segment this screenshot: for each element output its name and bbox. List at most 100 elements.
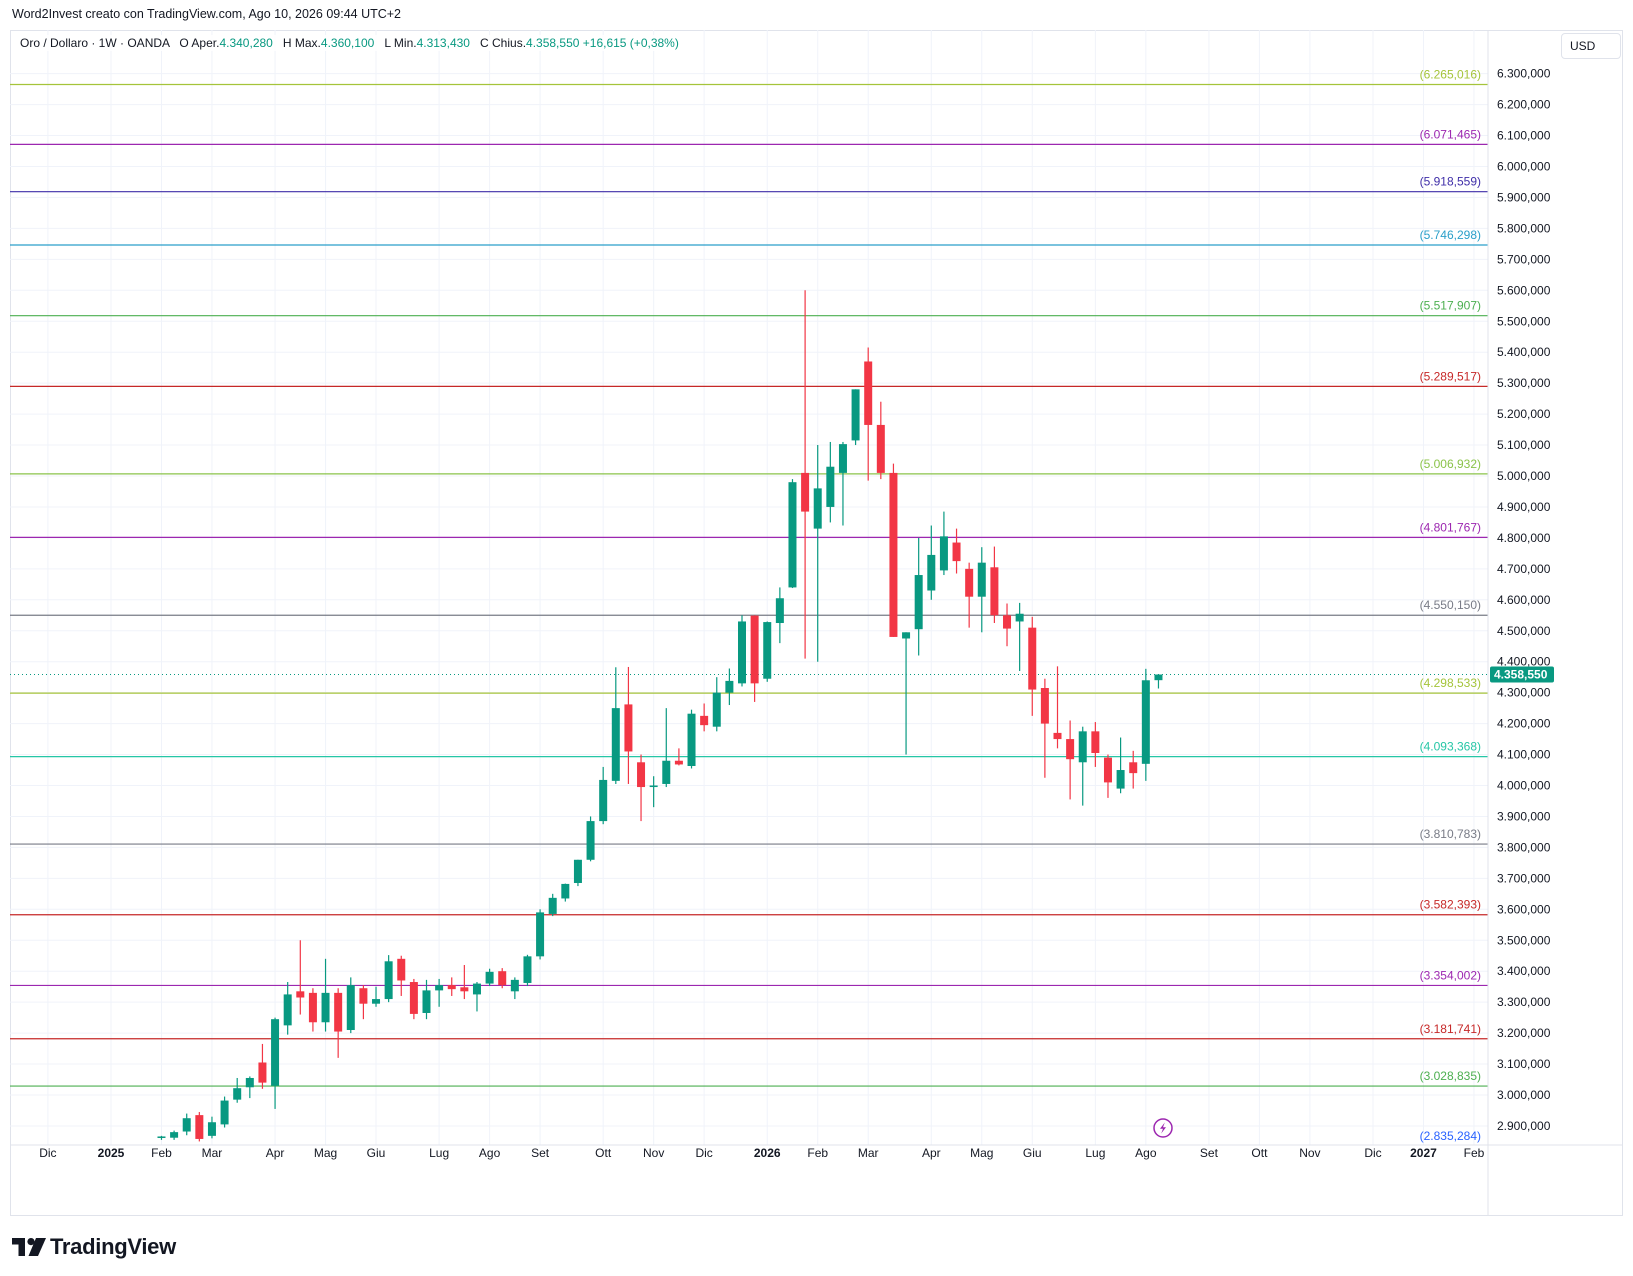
candle[interactable] — [283, 982, 292, 1035]
candle[interactable] — [826, 441, 835, 523]
current-price-badge-bg — [1490, 666, 1554, 683]
candle[interactable] — [788, 479, 797, 589]
grid-lines — [10, 30, 1488, 1145]
candle[interactable] — [763, 621, 772, 682]
tradingview-logo[interactable]: TradingView — [12, 1234, 176, 1260]
candle[interactable] — [409, 978, 418, 1020]
y-tick-label: 5.300,000 — [1497, 376, 1551, 390]
candle[interactable] — [876, 401, 885, 480]
candle[interactable] — [1091, 722, 1100, 767]
candle[interactable] — [510, 977, 519, 1000]
candle[interactable] — [1116, 737, 1125, 794]
candle[interactable] — [472, 982, 481, 1012]
candle-body — [939, 536, 948, 571]
candle[interactable] — [750, 615, 759, 702]
candle[interactable] — [485, 968, 494, 987]
candle[interactable] — [977, 547, 986, 633]
candle[interactable] — [725, 668, 734, 706]
candles — [157, 290, 1163, 1142]
candle[interactable] — [435, 978, 444, 1007]
candle[interactable] — [346, 977, 355, 1034]
candle[interactable] — [573, 859, 582, 887]
candle[interactable] — [1103, 754, 1112, 798]
candle[interactable] — [586, 816, 595, 862]
level-label: (6.265,016) — [1420, 67, 1481, 81]
candle[interactable] — [1040, 678, 1049, 778]
candle[interactable] — [296, 940, 305, 1015]
x-tick-label: Dic — [695, 1146, 712, 1160]
candle[interactable] — [637, 754, 646, 822]
candle[interactable] — [359, 985, 368, 1020]
price-chart[interactable]: (6.265,016) (6.071,465) (5.918,559) (5.746,… — [10, 30, 1623, 1216]
candle[interactable] — [914, 537, 923, 656]
candle[interactable] — [195, 1112, 204, 1142]
candle[interactable] — [1066, 720, 1075, 800]
candle[interactable] — [170, 1130, 179, 1140]
candle[interactable] — [1015, 602, 1024, 671]
flash-icon[interactable] — [1153, 1118, 1173, 1138]
candle[interactable] — [990, 546, 999, 624]
candle[interactable] — [157, 1135, 166, 1140]
candle[interactable] — [498, 968, 507, 989]
candle[interactable] — [1129, 750, 1138, 789]
candle[interactable] — [548, 893, 557, 917]
candle[interactable] — [422, 979, 431, 1020]
candle[interactable] — [271, 1017, 280, 1109]
candle[interactable] — [662, 708, 671, 788]
candle[interactable] — [397, 955, 406, 996]
candle[interactable] — [775, 587, 784, 644]
candle[interactable] — [1028, 616, 1037, 716]
symbol-label[interactable]: Oro / Dollaro · 1W · OANDA — [20, 36, 170, 50]
candle[interactable] — [939, 511, 948, 576]
candle[interactable] — [712, 677, 721, 732]
candle[interactable] — [372, 986, 381, 1007]
candle[interactable] — [536, 909, 545, 960]
candle[interactable] — [952, 528, 961, 574]
candle[interactable] — [1003, 603, 1012, 647]
candle[interactable] — [902, 632, 911, 755]
candle[interactable] — [1078, 726, 1087, 806]
candle[interactable] — [927, 525, 936, 600]
candle[interactable] — [207, 1116, 216, 1139]
candle[interactable] — [1053, 666, 1062, 749]
candle[interactable] — [1141, 668, 1150, 781]
level-label: (5.517,907) — [1420, 299, 1481, 313]
candle[interactable] — [245, 1076, 254, 1099]
candle[interactable] — [624, 666, 633, 784]
candle[interactable] — [851, 389, 860, 446]
candle[interactable] — [561, 883, 570, 902]
currency-button[interactable]: USD — [1561, 33, 1621, 59]
candle[interactable] — [864, 347, 873, 481]
candle[interactable] — [674, 748, 683, 766]
candle[interactable] — [258, 1043, 267, 1089]
candle-body — [750, 615, 759, 684]
candle[interactable] — [813, 445, 822, 662]
candle[interactable] — [447, 977, 456, 996]
candle[interactable] — [801, 290, 810, 659]
candle[interactable] — [611, 667, 620, 784]
candle[interactable] — [308, 988, 317, 1032]
x-tick-label: Dic — [39, 1146, 56, 1160]
candle-body — [1066, 739, 1075, 760]
candle[interactable] — [700, 703, 709, 732]
x-tick-label: Ago — [479, 1146, 501, 1160]
candle[interactable] — [220, 1096, 229, 1128]
candle[interactable] — [889, 463, 898, 637]
candle[interactable] — [182, 1113, 191, 1136]
candle[interactable] — [523, 954, 532, 987]
annotations — [1153, 1118, 1173, 1138]
level-label: (6.071,465) — [1420, 127, 1481, 141]
candle[interactable] — [321, 958, 330, 1032]
candle[interactable] — [965, 562, 974, 628]
candle[interactable] — [687, 709, 696, 769]
y-tick-label: 3.900,000 — [1497, 809, 1551, 823]
candle[interactable] — [599, 766, 608, 825]
candle[interactable] — [838, 441, 847, 526]
candle[interactable] — [334, 988, 343, 1058]
candle[interactable] — [1154, 674, 1163, 689]
candle[interactable] — [384, 955, 393, 1003]
candle[interactable] — [649, 776, 658, 808]
candle[interactable] — [460, 965, 469, 1000]
candle[interactable] — [233, 1077, 242, 1103]
candle[interactable] — [738, 615, 746, 687]
